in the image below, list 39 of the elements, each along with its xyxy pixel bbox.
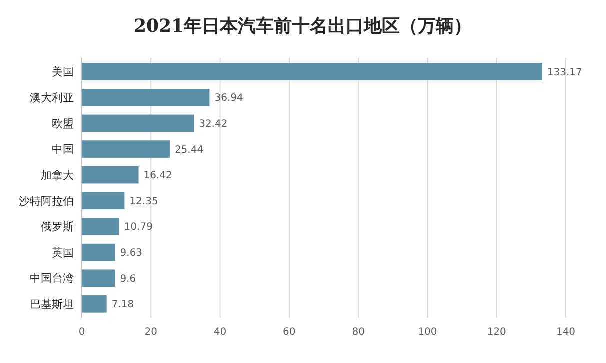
- data-label: 25.44: [174, 144, 204, 156]
- data-label: 9.63: [120, 248, 143, 260]
- data-label: 7.18: [112, 300, 134, 311]
- data-label: 9.6: [120, 274, 136, 285]
- data-label: 10.79: [124, 222, 153, 234]
- data-label: 12.35: [130, 196, 158, 208]
- y-tick-label: 中国台湾: [30, 272, 74, 286]
- data-label: 32.42: [199, 118, 228, 130]
- y-tick-label: 巴基斯坦: [30, 298, 74, 312]
- y-tick-label: 俄罗斯: [41, 220, 74, 234]
- x-tick-label: 20: [144, 327, 158, 338]
- y-tick-label: 澳大利亚: [30, 91, 74, 104]
- x-tick-label: 100: [418, 327, 438, 338]
- x-tick-label: 40: [214, 327, 227, 338]
- bar: [82, 244, 116, 262]
- bar: [82, 114, 194, 132]
- x-tick-label: 120: [487, 327, 506, 338]
- data-label: 36.94: [214, 93, 244, 104]
- bar: [82, 270, 116, 288]
- y-tick-label: 沙特阿拉伯: [19, 194, 74, 208]
- y-tick-label: 美国: [52, 66, 74, 79]
- x-tick-label: 0: [78, 327, 86, 338]
- chart-title: 2021年日本汽车前十名出口地区（万辆）: [134, 16, 472, 37]
- x-tick-label: 140: [556, 327, 576, 338]
- bar: [82, 192, 125, 210]
- data-label: 133.17: [547, 67, 582, 78]
- y-tick-label: 欧盟: [52, 117, 74, 130]
- x-tick-label: 60: [283, 327, 296, 338]
- y-tick-label: 加拿大: [41, 168, 74, 182]
- bar: [82, 218, 120, 236]
- bar: [82, 140, 170, 158]
- x-tick-label: 80: [352, 327, 365, 338]
- y-tick-label: 英国: [52, 246, 74, 260]
- bar: [82, 88, 210, 106]
- bar: [82, 166, 139, 184]
- bar: [82, 296, 107, 313]
- data-label: 16.42: [144, 170, 172, 182]
- y-tick-label: 中国: [52, 143, 74, 156]
- bar: [82, 63, 542, 80]
